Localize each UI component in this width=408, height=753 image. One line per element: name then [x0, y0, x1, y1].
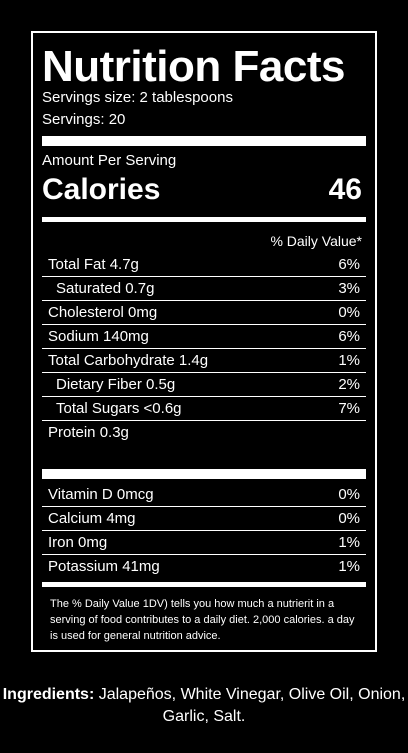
nutrient-row-total-carbohydrate: Total Carbohydrate 1.4g 1%	[42, 348, 366, 372]
ingredients-label: Ingredients:	[2, 686, 95, 703]
vitamin-row-iron: Iron 0mg 1%	[42, 530, 366, 554]
nutrient-pct: 7%	[338, 400, 360, 417]
nutrient-row-saturated: Saturated 0.7g 3%	[42, 276, 366, 300]
vitamin-pct: 0%	[338, 510, 360, 527]
nutrient-row-cholesterol: Cholesterol 0mg 0%	[42, 300, 366, 324]
nutrient-row-total-sugars: Total Sugars <0.6g 7%	[42, 396, 366, 420]
vitamin-name: Iron 0mg	[48, 534, 108, 551]
nutrient-pct: 6%	[338, 328, 360, 345]
nutrient-pct: 2%	[338, 376, 360, 393]
vitamin-name: Calcium 4mg	[48, 510, 136, 527]
vitamin-pct: 1%	[338, 558, 360, 575]
nutrient-row-dietary-fiber: Dietary Fiber 0.5g 2%	[42, 372, 366, 396]
amount-per-serving: Amount Per Serving	[42, 152, 177, 169]
nutrition-facts-panel: Nutrition Facts Servings size: 2 tablesp…	[31, 31, 377, 652]
divider-medium-calories	[42, 217, 366, 222]
calories-value: 46	[328, 173, 362, 206]
nutrient-name: Saturated 0.7g	[56, 280, 155, 297]
nutrient-name: Total Sugars <0.6g	[56, 400, 182, 417]
vitamin-row-potassium: Potassium 41mg 1%	[42, 554, 366, 578]
nutrient-pct: 1%	[338, 352, 360, 369]
servings-count: Servings: 20	[42, 111, 126, 128]
nutrient-pct: 0%	[338, 304, 360, 321]
nutrient-pct: 3%	[338, 280, 360, 297]
nutrient-name: Cholesterol 0mg	[48, 304, 158, 321]
nutrient-row-sodium: Sodium 140mg 6%	[42, 324, 366, 348]
serving-size: Servings size: 2 tablespoons	[42, 89, 233, 106]
vitamin-row-calcium: Calcium 4mg 0%	[42, 506, 366, 530]
ingredients-text: Jalapeños, White Vinegar, Olive Oil, Oni…	[94, 686, 406, 725]
nutrient-name: Total Fat 4.7g	[48, 256, 139, 273]
nutrient-row-protein: Protein 0.3g	[42, 420, 366, 444]
nutrition-title: Nutrition Facts	[42, 42, 345, 91]
nutrient-name: Sodium 140mg	[48, 328, 149, 345]
nutrient-list: Total Fat 4.7g 6% Saturated 0.7g 3% Chol…	[42, 253, 366, 444]
vitamin-name: Potassium 41mg	[48, 558, 160, 575]
divider-thick-vitamins	[42, 469, 366, 479]
vitamin-name: Vitamin D 0mcg	[48, 486, 154, 503]
daily-value-header: % Daily Value*	[270, 233, 362, 249]
vitamin-pct: 1%	[338, 534, 360, 551]
vitamin-list: Vitamin D 0mcg 0% Calcium 4mg 0% Iron 0m…	[42, 483, 366, 578]
divider-thick-top	[42, 136, 366, 146]
calories-label: Calories	[42, 173, 161, 206]
ingredients-statement: Ingredients: Jalapeños, White Vinegar, O…	[0, 684, 408, 728]
nutrient-pct: 6%	[338, 256, 360, 273]
vitamin-pct: 0%	[338, 486, 360, 503]
daily-value-footnote: The % Daily Value 1DV) tells you how muc…	[50, 598, 355, 642]
nutrient-name: Dietary Fiber 0.5g	[56, 376, 176, 393]
nutrient-name: Total Carbohydrate 1.4g	[48, 352, 209, 369]
nutrient-row-total-fat: Total Fat 4.7g 6%	[42, 253, 366, 276]
vitamin-row-vitamin-d: Vitamin D 0mcg 0%	[42, 483, 366, 506]
divider-medium-footnote	[42, 582, 366, 587]
nutrient-name: Protein 0.3g	[48, 424, 129, 441]
